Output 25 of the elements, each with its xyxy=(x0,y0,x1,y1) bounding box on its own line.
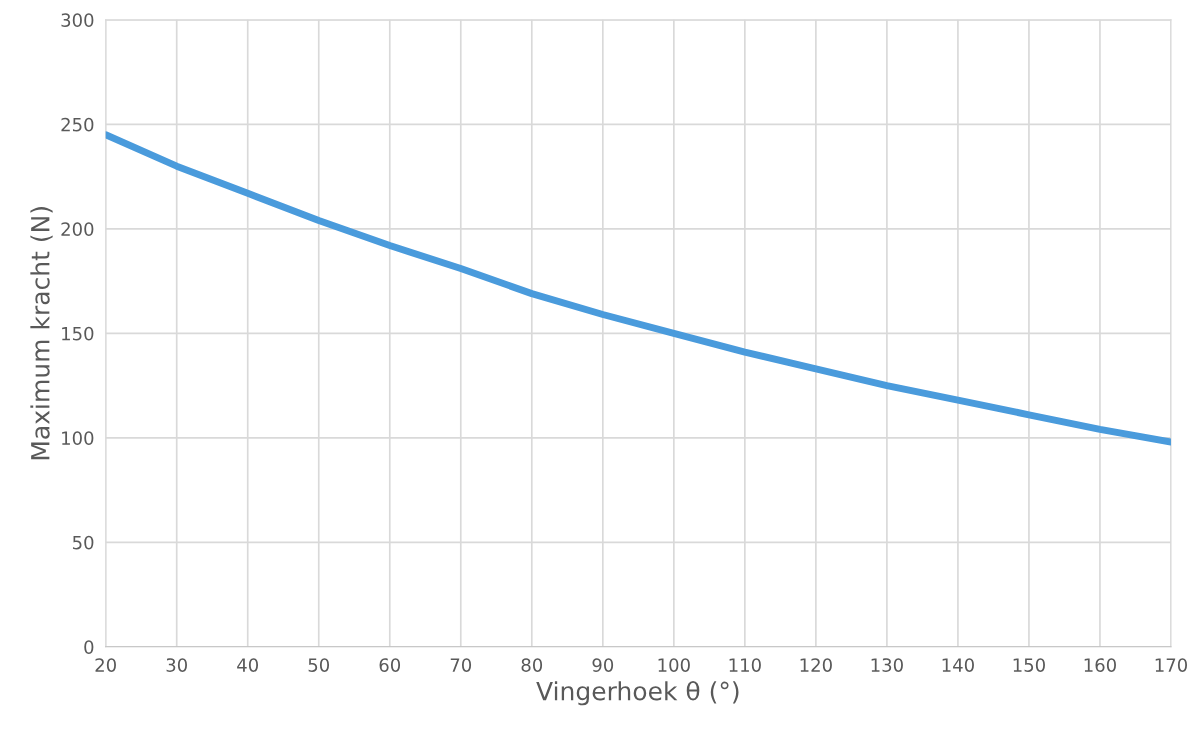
y-tick-label: 0 xyxy=(84,640,94,654)
x-tick-label: 70 xyxy=(450,658,472,672)
x-tick-label: 80 xyxy=(521,658,543,672)
x-tick-label: 40 xyxy=(237,658,259,672)
x-tick-label: 60 xyxy=(379,658,401,672)
x-tick-label: 130 xyxy=(871,658,903,672)
x-tick-label: 50 xyxy=(308,658,330,672)
y-tick-label: 250 xyxy=(61,117,94,132)
x-tick-label: 150 xyxy=(1013,658,1045,672)
y-tick-label: 300 xyxy=(61,13,94,27)
x-tick-label: 170 xyxy=(1155,658,1188,672)
x-tick-label: 30 xyxy=(166,658,187,672)
y-tick-label: 100 xyxy=(62,431,94,445)
x-tick-label: 90 xyxy=(592,658,614,672)
x-tick-label: 140 xyxy=(942,658,974,672)
x-tick-label: 100 xyxy=(658,658,690,672)
x-tick-label: 120 xyxy=(800,658,832,672)
y-axis-title: Maximum kracht (N) xyxy=(30,207,53,460)
y-tick-label: 150 xyxy=(62,326,94,341)
x-tick-label: 160 xyxy=(1084,658,1116,672)
x-tick-label: 110 xyxy=(729,658,761,672)
y-tick-label: 200 xyxy=(61,222,94,236)
x-tick-label: 20 xyxy=(95,658,116,672)
y-tick-label: 50 xyxy=(72,535,94,550)
x-axis-title: Vingerhoek θ (°) xyxy=(536,680,739,706)
